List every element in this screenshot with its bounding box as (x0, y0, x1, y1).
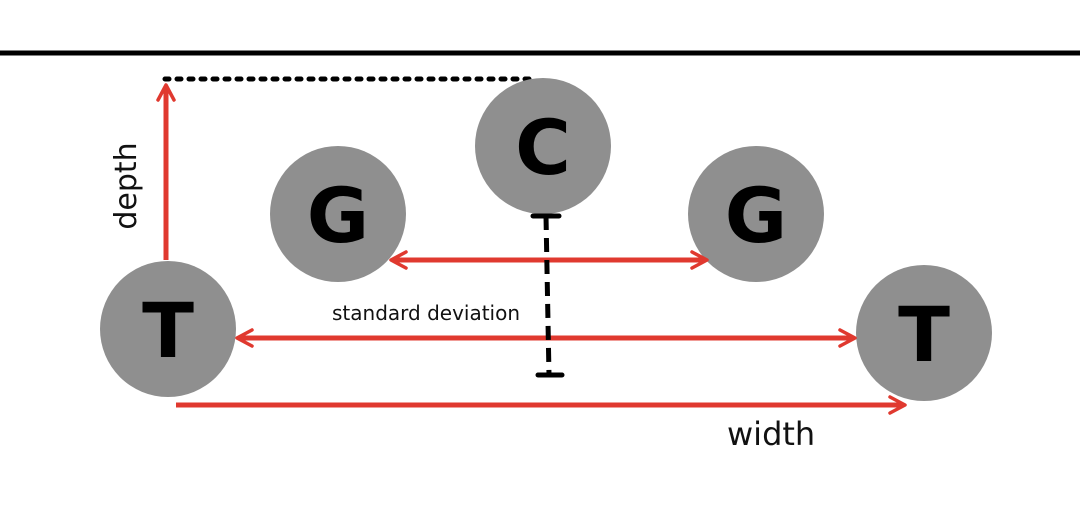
depth-label: depth (109, 142, 144, 229)
node-t-right: T (856, 265, 992, 401)
node-t-left-circle (100, 261, 236, 397)
node-t-left: T (100, 261, 236, 397)
node-g-right-circle (688, 146, 824, 282)
node-g-left-letter: G (307, 171, 369, 260)
node-t-left-letter: T (142, 286, 194, 375)
width-label: width (727, 415, 815, 453)
standard-deviation-label: standard deviation (332, 301, 520, 325)
node-g-left-circle (270, 146, 406, 282)
error-bar-dashed-stem (543, 215, 552, 376)
node-t-right-circle (856, 265, 992, 401)
node-g-right: G (688, 146, 824, 282)
node-c-circle (475, 78, 611, 214)
node-g-left: G (270, 146, 406, 282)
node-t-right-letter: T (898, 290, 950, 379)
node-g-right-letter: G (725, 171, 787, 260)
node-c-letter: C (515, 103, 571, 192)
standard-deviation-error-bar (530, 213, 565, 378)
node-c: C (475, 78, 611, 214)
